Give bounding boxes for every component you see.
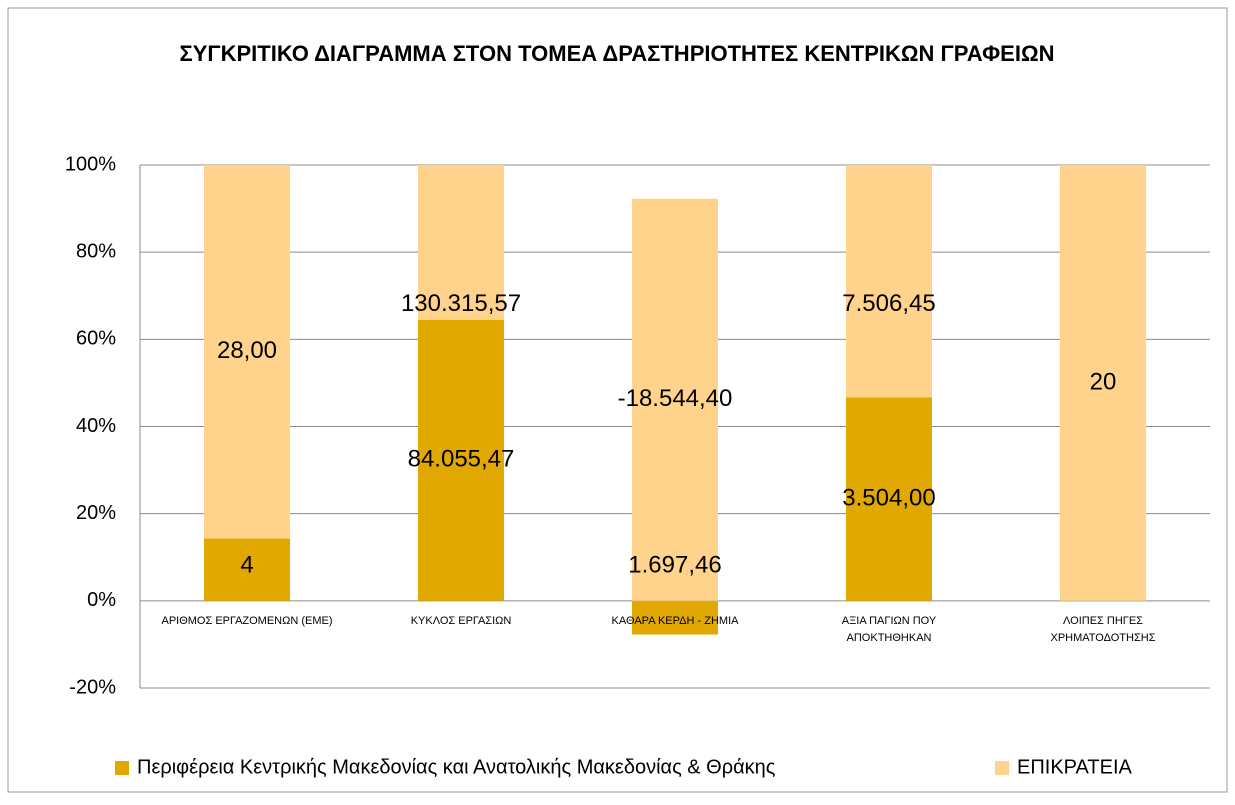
value-label: 28,00 (217, 337, 277, 364)
y-tick-label: 20% (76, 502, 116, 524)
chart-title: ΣΥΓΚΡΙΤΙΚΟ ΔΙΑΓΡΑΜΜΑ ΣΤΟΝ ΤΟΜΕΑ ΔΡΑΣΤΗΡΙ… (180, 41, 1055, 66)
x-tick-label: ΑΞΙΑ ΠΑΓΙΩΝ ΠΟΥ ΑΠΟΚΤΗΘΗΚΑΝ (842, 615, 937, 644)
x-tick-label: ΚΑΘΑΡΑ ΚΕΡΔΗ - ΖΗΜΙΑ (612, 615, 740, 627)
bar-region (846, 397, 932, 601)
y-tick-label: 0% (87, 589, 116, 611)
value-label: 4 (240, 551, 253, 578)
y-tick-label: 60% (76, 328, 116, 350)
legend-label: ΕΠΙΚΡΑΤΕΙΑ (1017, 756, 1133, 778)
bar-region (204, 538, 290, 601)
bar-total (204, 165, 290, 539)
x-tick-label: ΑΡΙΘΜΟΣ ΕΡΓΑΖΟΜΕΝΩΝ (ΕΜΕ) (161, 615, 332, 627)
bar-total (418, 165, 504, 320)
legend-label: Περιφέρεια Κεντρικής Μακεδονίας και Ανατ… (137, 756, 776, 778)
legend-swatch (995, 761, 1009, 775)
value-label: 3.504,00 (842, 484, 935, 511)
bar-total (1060, 165, 1146, 601)
x-tick-label: ΚΥΚΛΟΣ ΕΡΓΑΣΙΩΝ (411, 615, 512, 627)
value-label: 130.315,57 (401, 290, 521, 317)
legend-swatch (115, 761, 129, 775)
y-tick-label: 100% (65, 153, 116, 175)
y-tick-label: 80% (76, 240, 116, 262)
value-label: 7.506,45 (842, 290, 935, 317)
bar-region (632, 600, 718, 635)
bar-total (632, 198, 718, 601)
value-label: -18.544,40 (618, 385, 733, 412)
y-tick-label: -20% (69, 676, 116, 698)
x-tick-label: ΛΟΙΠΕΣ ΠΗΓΕΣ ΧΡΗΜΑΤΟΔΟΤΗΣΗΣ (1050, 615, 1155, 644)
bar-region (418, 319, 504, 601)
bar-total (846, 165, 932, 398)
value-label: 20 (1090, 368, 1117, 395)
value-label: 84.055,47 (408, 446, 515, 473)
y-tick-label: 40% (76, 415, 116, 437)
value-label: 1.697,46 (628, 551, 721, 578)
